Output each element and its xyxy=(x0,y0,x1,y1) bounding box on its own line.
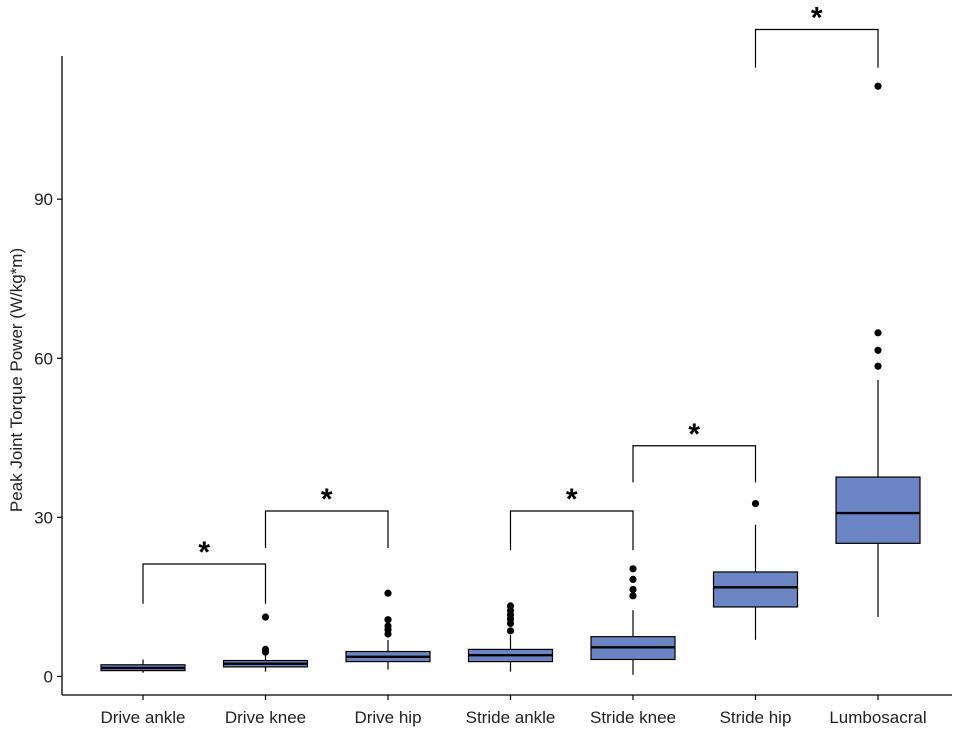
y-tick-label: 60 xyxy=(34,349,53,368)
outlier-point xyxy=(506,602,515,610)
outlier-point xyxy=(384,616,392,624)
significance-bracket xyxy=(754,28,879,68)
outlier-point xyxy=(874,329,882,337)
y-tick-label: 30 xyxy=(34,508,53,527)
significance-star: * xyxy=(688,418,700,451)
outlier-point xyxy=(629,575,637,583)
significance-bracket xyxy=(632,445,757,483)
outlier-point xyxy=(874,362,882,370)
x-tick-label: Drive ankle xyxy=(100,708,185,727)
outlier-point xyxy=(629,585,637,594)
outlier-point xyxy=(261,645,270,653)
significance-star: * xyxy=(566,483,578,516)
significance-bracket xyxy=(509,510,634,551)
plot-area: 0 30 60 90 Drive ankle Drive knee Drive hip Str… xyxy=(34,1,952,727)
box-iqr xyxy=(712,571,799,608)
significance-star: * xyxy=(811,1,823,34)
y-axis-title: Peak Joint Torque Power (W/kg*m) xyxy=(7,248,26,512)
y-tick-label: 0 xyxy=(44,667,53,686)
y-tick-label: 90 xyxy=(34,190,53,209)
outlier-point xyxy=(874,346,882,354)
outlier-point xyxy=(506,627,515,635)
significance-bracket xyxy=(142,563,267,604)
x-tick-label: Stride knee xyxy=(590,708,676,727)
x-tick-label: Lumbosacral xyxy=(829,708,926,727)
outlier-point xyxy=(384,622,392,630)
x-tick-label: Drive hip xyxy=(354,708,421,727)
significance-bracket xyxy=(264,510,389,549)
outlier-point xyxy=(629,565,637,573)
outlier-point xyxy=(384,589,392,597)
x-tick-label: Stride hip xyxy=(720,708,792,727)
significance-star: * xyxy=(198,536,210,569)
box-iqr xyxy=(835,476,921,544)
significance-star: * xyxy=(321,483,333,516)
x-tick-label: Drive knee xyxy=(225,708,306,727)
x-tick-label: Stride ankle xyxy=(466,708,556,727)
outlier-point xyxy=(629,592,637,600)
outlier-point xyxy=(874,82,882,90)
outlier-point xyxy=(751,499,760,508)
outlier-point xyxy=(261,613,270,621)
